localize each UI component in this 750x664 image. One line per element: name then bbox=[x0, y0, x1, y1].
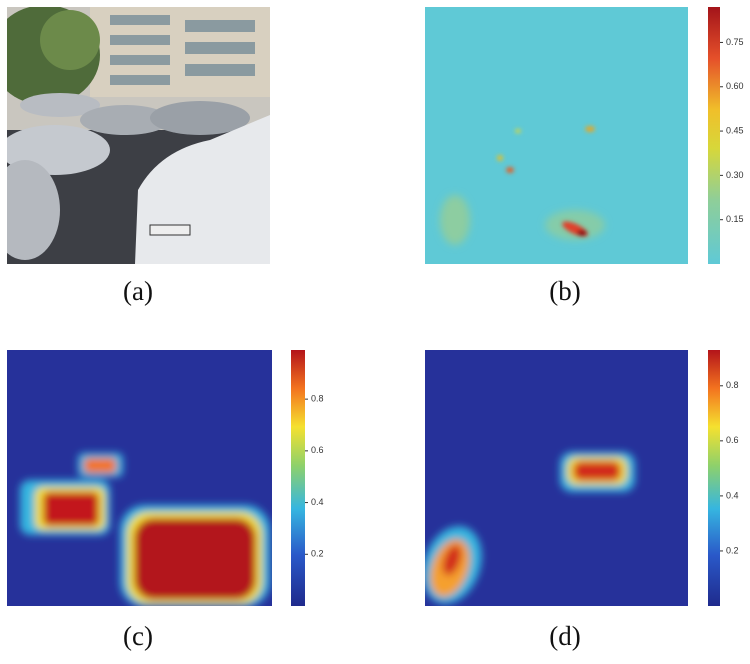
colorbar-tick-label: 0.4 bbox=[726, 490, 739, 500]
colorbar-tick-label: 0.2 bbox=[311, 549, 324, 559]
heatmap-d bbox=[412, 350, 688, 612]
colorbar-tick-label: 0.2 bbox=[726, 545, 739, 555]
colorbar-tick-label: 0.6 bbox=[311, 445, 324, 455]
photo bbox=[0, 5, 270, 264]
colorbar-tick-label: 0.8 bbox=[311, 394, 324, 404]
colorbar-tick-label: 0.4 bbox=[311, 497, 324, 507]
panel-caption: (c) bbox=[123, 621, 153, 651]
colorbar-tick-label: 0.15 bbox=[726, 214, 744, 224]
colorbar-tick-label: 0.45 bbox=[726, 125, 744, 135]
colorbar-tick-label: 0.75 bbox=[726, 37, 744, 47]
colorbar-tick-label: 0.60 bbox=[726, 81, 744, 91]
colorbar bbox=[708, 7, 720, 264]
panel-caption: (d) bbox=[549, 621, 580, 651]
colorbar-tick-label: 0.30 bbox=[726, 170, 744, 180]
panel-caption: (a) bbox=[123, 276, 153, 306]
heatmap-b bbox=[425, 7, 688, 264]
figure: (a) (b) 0.15 0.30 0.45 0.60 0.75 (c) 0.2 0.4 0.6 0.… bbox=[0, 0, 750, 664]
colorbar-tick-label: 0.8 bbox=[726, 380, 739, 390]
colorbar bbox=[291, 350, 305, 606]
colorbar-tick-label: 0.6 bbox=[726, 435, 739, 445]
colorbar bbox=[708, 350, 720, 606]
panel-caption: (b) bbox=[549, 276, 580, 306]
heatmap-c bbox=[7, 350, 272, 607]
